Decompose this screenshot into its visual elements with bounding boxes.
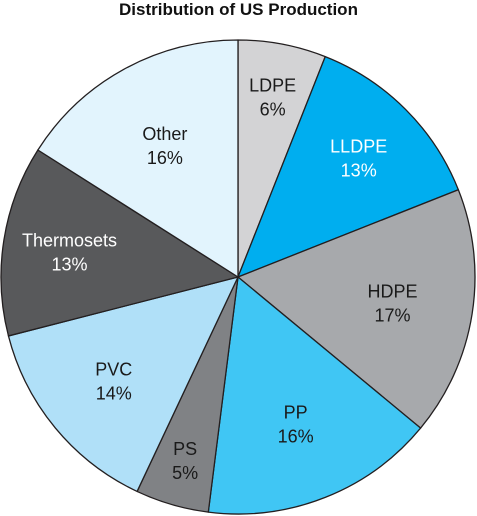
slice-label-thermosets: Thermosets xyxy=(22,230,117,250)
slice-label-other: Other xyxy=(142,124,187,144)
slice-label-lldpe: LLDPE xyxy=(330,136,387,156)
slice-label-pp: PP xyxy=(284,402,308,422)
slice-value-pp: 16% xyxy=(278,426,314,446)
slice-value-other: 16% xyxy=(147,148,183,168)
slice-label-hdpe: HDPE xyxy=(367,282,417,302)
pie-slice-lldpe xyxy=(237,55,460,278)
pie-slice-pvc xyxy=(7,276,239,493)
slice-label-ldpe: LDPE xyxy=(249,75,296,95)
pie-slice-thermosets xyxy=(0,149,239,337)
slice-label-pvc: PVC xyxy=(95,360,132,380)
slice-label-ps: PS xyxy=(173,439,197,459)
pie-slice-pp xyxy=(207,276,422,515)
pie-slice-other xyxy=(37,39,239,278)
slice-value-ldpe: 6% xyxy=(260,99,286,119)
slice-value-pvc: 14% xyxy=(96,384,132,404)
pie-slices xyxy=(0,39,476,515)
pie-labels: LDPE 6% LLDPE 13% HDPE 17% PP 16% PS 5% PVC 14% Ther… xyxy=(22,75,418,483)
chart-title: Distribution of US Production xyxy=(119,0,358,19)
slice-value-hdpe: 17% xyxy=(374,306,410,326)
slice-value-thermosets: 13% xyxy=(51,254,87,274)
pie-slice-hdpe xyxy=(237,189,476,429)
slice-value-ps: 5% xyxy=(172,463,198,483)
slice-value-lldpe: 13% xyxy=(341,160,377,180)
